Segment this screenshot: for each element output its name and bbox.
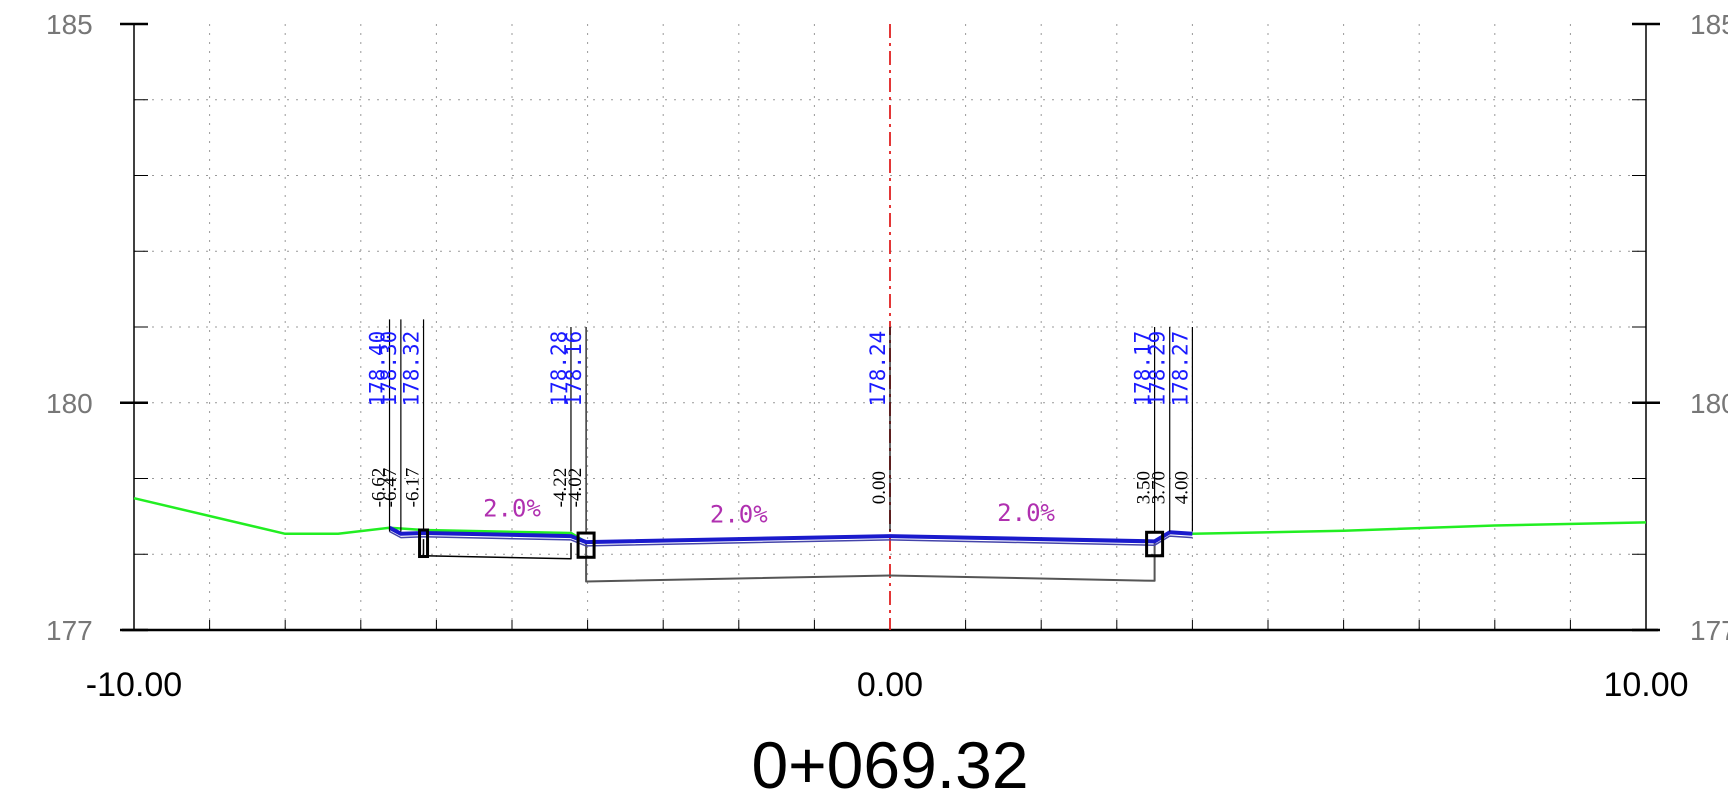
station-elevation-label: 178.32 bbox=[400, 331, 424, 407]
station-offset-label: -4.22 bbox=[550, 468, 571, 508]
station-offset-label: 3.70 bbox=[1149, 471, 1170, 504]
station-elevation-label: 178.29 bbox=[1146, 331, 1170, 407]
slope-label: 2.0% bbox=[997, 499, 1055, 527]
y-tick-label-right: 180 bbox=[1690, 388, 1728, 419]
station-offset-label: -6.62 bbox=[369, 468, 390, 508]
station-elevation-label: 178.24 bbox=[866, 331, 890, 407]
design-surface-lower bbox=[389, 530, 1193, 547]
x-tick-label: 10.00 bbox=[1603, 666, 1688, 704]
station-elevation-label: 178.16 bbox=[562, 331, 586, 407]
station-offset-label: 4.00 bbox=[1171, 471, 1192, 504]
y-tick-label-left: 177 bbox=[46, 615, 93, 646]
station-offset-label: -6.17 bbox=[403, 468, 424, 508]
station-elevation-label: 178.27 bbox=[1168, 331, 1192, 407]
design-surface bbox=[388, 525, 1193, 545]
labels: 178.40 -6.62 178.30 -6.47 178.32 -6.17 178.28 -… bbox=[366, 319, 1194, 532]
x-tick-label: 0.00 bbox=[857, 666, 923, 704]
curb bbox=[1145, 530, 1165, 558]
slope-label: 2.0% bbox=[710, 500, 768, 528]
y-tick-label-right: 177 bbox=[1690, 615, 1728, 646]
y-tick-label-left: 185 bbox=[46, 9, 93, 40]
station-elevation-label: 178.17 bbox=[1131, 331, 1155, 407]
slope-label: 2.0% bbox=[483, 494, 541, 522]
sidewalk-base bbox=[422, 539, 572, 560]
station-elevation-label: 178.40 bbox=[366, 331, 390, 407]
y-tick-label-right: 185 bbox=[1690, 9, 1728, 40]
station-title: 0+069.32 bbox=[751, 728, 1028, 798]
station-offset-label: -6.47 bbox=[380, 468, 401, 508]
axes: 185 185 180 180 177 177 -10.00 0.00 10.00 bbox=[46, 9, 1728, 704]
station-elevation-label: 178.30 bbox=[377, 331, 401, 407]
station-elevation-label: 178.28 bbox=[547, 331, 571, 407]
y-tick-label-left: 180 bbox=[46, 388, 93, 419]
station-offset-label: 0.00 bbox=[869, 471, 890, 504]
station-offset-label: 3.50 bbox=[1134, 471, 1155, 504]
station-offset-label: -4.02 bbox=[565, 468, 586, 508]
x-tick-label: -10.00 bbox=[86, 666, 182, 704]
pavement-structure bbox=[585, 541, 1156, 583]
curb bbox=[576, 531, 596, 559]
